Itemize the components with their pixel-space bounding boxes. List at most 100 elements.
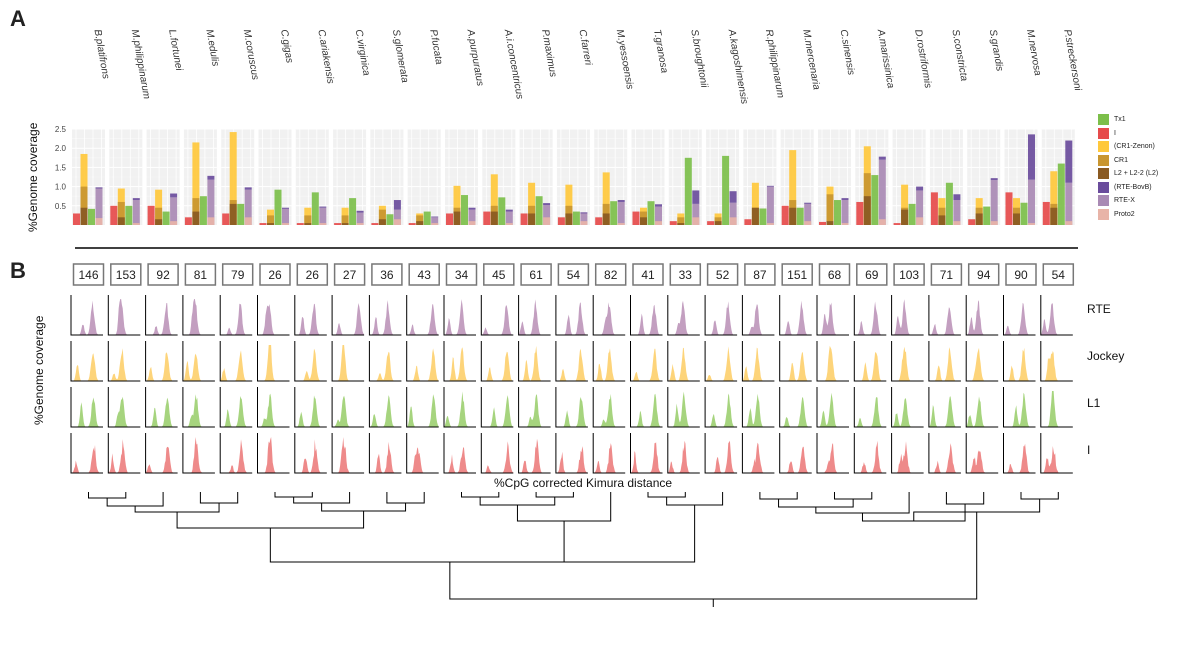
- bar-proto2: [878, 219, 886, 225]
- bar-l2: [192, 211, 200, 225]
- bar-group: [483, 174, 513, 225]
- species-label: T.granosa: [651, 29, 670, 75]
- landscape-cell: [406, 387, 439, 428]
- landscape-cell: [145, 341, 178, 382]
- landscape-area: [891, 346, 924, 381]
- bar-tx1: [983, 206, 991, 225]
- dendrogram-branch: [1020, 492, 1059, 500]
- bar-l2: [938, 215, 946, 225]
- landscape-area: [182, 299, 215, 335]
- landscape-axes: [70, 433, 103, 474]
- bar-rte_x: [729, 202, 737, 225]
- landscape-cell: [219, 341, 253, 382]
- bar-l2: [863, 196, 871, 225]
- dendrogram-branch: [479, 497, 556, 506]
- bar-group: [968, 178, 998, 225]
- bar-l2: [490, 211, 498, 225]
- landscape-area: [108, 396, 141, 427]
- landscape-axes: [965, 341, 999, 382]
- row-label-rte: RTE: [1087, 302, 1111, 316]
- landscape-axes: [219, 433, 253, 474]
- bar-l2: [117, 217, 125, 225]
- bar-tx1: [311, 192, 319, 225]
- landscape-axes: [70, 341, 103, 382]
- bar-l2: [602, 213, 610, 225]
- bar-tx1: [722, 155, 730, 225]
- panel-letter-b: B: [10, 258, 26, 283]
- landscape-cell: [1003, 387, 1036, 428]
- dendrogram-branch: [535, 492, 574, 498]
- landscape-axes: [518, 295, 551, 336]
- landscape-cell: [480, 295, 514, 336]
- landscape-area: [593, 348, 626, 381]
- landscape-area: [705, 346, 738, 381]
- bar-group: [632, 201, 662, 225]
- landscape-axes: [667, 295, 700, 336]
- landscape-axes: [592, 295, 626, 336]
- landscape-area: [145, 397, 178, 427]
- bar-tx1: [461, 195, 468, 225]
- landscape-axes: [480, 341, 514, 382]
- count-label: 68: [828, 268, 842, 282]
- bar-tx1: [572, 211, 580, 225]
- landscape-area: [705, 440, 738, 473]
- legend-swatch: [1098, 114, 1109, 126]
- landscape-axes: [630, 387, 663, 428]
- landscape-cell: [518, 433, 551, 474]
- count-label: 94: [977, 268, 991, 282]
- dendrogram-branch: [778, 499, 854, 508]
- bar-l2: [640, 217, 647, 225]
- bar-cr1: [155, 207, 163, 225]
- bar-cr1: [416, 215, 424, 225]
- landscape-axes: [741, 341, 775, 382]
- landscape-axes: [257, 387, 290, 428]
- legend-swatch: [1098, 181, 1109, 193]
- landscape-area: [332, 303, 365, 335]
- bar-bovb: [170, 193, 178, 198]
- landscape-cell: [592, 341, 626, 382]
- landscape-axes: [257, 433, 290, 474]
- bar-group: [73, 153, 103, 225]
- landscape-area: [220, 303, 253, 335]
- count-label: 69: [865, 268, 879, 282]
- count-box: [147, 263, 179, 286]
- bar-l2: [416, 221, 424, 225]
- count-box: [893, 263, 925, 286]
- landscape-axes: [1040, 295, 1073, 336]
- bar-tx1: [535, 196, 543, 225]
- landscape-axes: [406, 387, 439, 428]
- landscape-cell: [294, 387, 327, 428]
- count-label: 92: [156, 268, 170, 282]
- bar-rte_x: [1065, 182, 1073, 225]
- landscape-cell: [294, 295, 327, 336]
- bar-l2: [714, 221, 722, 225]
- bar-zenon: [453, 185, 461, 225]
- bar-zenon: [602, 172, 610, 225]
- legend-label: I: [1114, 129, 1116, 137]
- dendrogram-branch: [647, 492, 686, 498]
- landscape-cell: [368, 433, 402, 474]
- landscape-cell: [853, 433, 887, 474]
- bar-group: [856, 146, 886, 225]
- landscape-area: [481, 305, 514, 335]
- landscape-area: [928, 396, 961, 427]
- species-label: A.kagoshimensis: [725, 28, 749, 105]
- count-box: [72, 263, 105, 286]
- y-tick-label: 0.5: [55, 202, 67, 211]
- bar-i: [184, 217, 192, 225]
- bar-rte_x: [580, 213, 588, 225]
- landscape-cell: [294, 433, 327, 474]
- landscape-axes: [592, 433, 626, 474]
- landscape-axes: [443, 295, 476, 336]
- dendrogram-branch: [945, 492, 985, 505]
- landscape-area: [71, 445, 103, 473]
- bar-proto2: [841, 223, 849, 225]
- bar-tx1: [274, 189, 282, 225]
- bar-i: [707, 221, 715, 225]
- landscape-area: [593, 393, 626, 427]
- bar-group: [595, 172, 625, 225]
- landscape-cell: [965, 387, 999, 428]
- bar-i: [73, 213, 80, 225]
- species-label: P.maximus: [539, 29, 558, 78]
- bar-i: [744, 219, 752, 225]
